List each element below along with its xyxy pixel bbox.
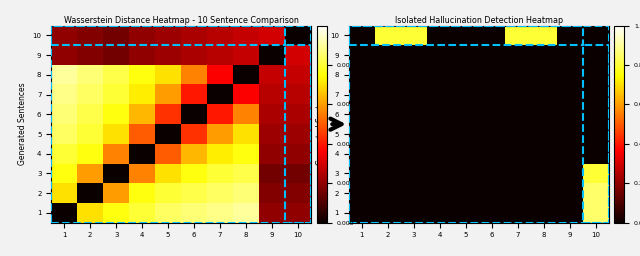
- Bar: [51, 26, 285, 45]
- Y-axis label: Generated Sentences: Generated Sentences: [18, 83, 27, 165]
- Title: Wasserstein Distance Heatmap - 10 Sentence Comparison: Wasserstein Distance Heatmap - 10 Senten…: [64, 16, 299, 25]
- Y-axis label: Generated Sentences: Generated Sentences: [316, 83, 324, 165]
- Bar: [583, 45, 609, 223]
- Bar: [349, 26, 583, 45]
- Bar: [285, 45, 311, 223]
- Title: Isolated Hallucination Detection Heatmap: Isolated Hallucination Detection Heatmap: [395, 16, 563, 25]
